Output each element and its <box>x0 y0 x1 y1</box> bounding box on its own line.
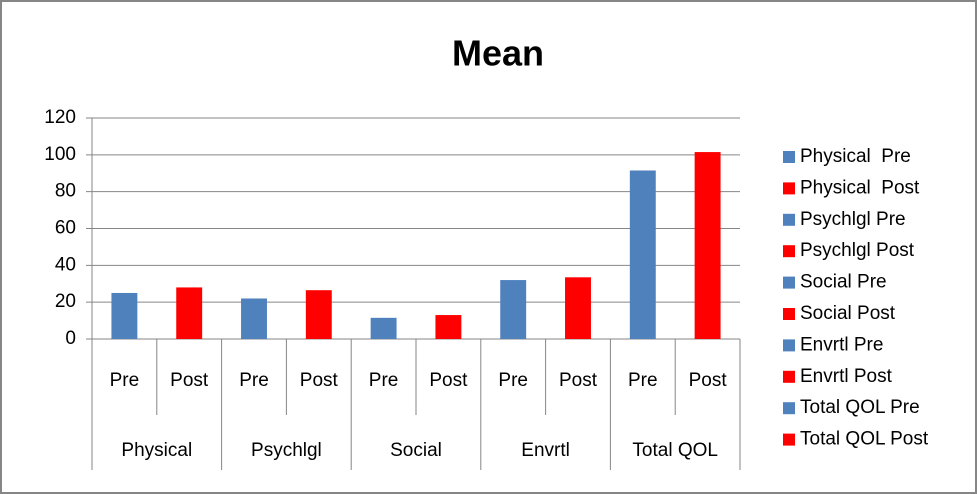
y-tick-label: 120 <box>44 107 76 128</box>
y-tick-label: 20 <box>55 291 76 312</box>
y-tick-label: 100 <box>44 144 76 165</box>
x-tick-label: Post <box>559 370 598 391</box>
legend-label: Envrtl Pre <box>800 334 883 355</box>
bar <box>176 287 203 339</box>
bar <box>370 317 397 339</box>
bar <box>111 292 138 339</box>
legend-label: Total QOL Post <box>800 429 929 450</box>
x-tick-label: Post <box>300 370 339 391</box>
x-tick-label: Pre <box>110 370 140 391</box>
bar <box>241 298 267 339</box>
x-tick-label: Pre <box>498 370 528 391</box>
group-label: Psychlgl <box>251 440 322 461</box>
x-tick-label: Post <box>689 370 728 391</box>
y-tick-label: 40 <box>55 254 76 275</box>
group-label: Total QOL <box>632 440 718 461</box>
legend-swatch <box>783 308 795 320</box>
bar <box>435 315 462 339</box>
x-tick-label: Post <box>429 370 468 391</box>
bar <box>305 290 332 339</box>
legend-swatch <box>783 276 795 289</box>
legend-swatch <box>783 370 795 383</box>
legend-swatch <box>783 245 795 258</box>
bar <box>694 152 721 339</box>
bar <box>500 280 527 339</box>
legend-swatch <box>783 151 795 163</box>
legend-label: Social Post <box>800 303 896 324</box>
legend-label: Psychlgl Post <box>800 240 915 261</box>
y-tick-label: 80 <box>55 181 76 202</box>
legend-label: Physical Pre <box>800 146 911 167</box>
legend-label: Envrtl Post <box>800 366 893 387</box>
chart-title: Mean <box>452 33 544 74</box>
bar <box>565 277 591 339</box>
legend-swatch <box>783 339 795 352</box>
legend-swatch <box>783 182 795 195</box>
group-label: Physical <box>121 440 192 461</box>
x-tick-label: Pre <box>628 370 658 391</box>
x-tick-label: Post <box>170 370 209 391</box>
y-tick-label: 0 <box>65 328 76 349</box>
y-tick-label: 60 <box>55 218 76 239</box>
legend-label: Psychlgl Pre <box>800 209 906 230</box>
legend-swatch <box>783 213 795 226</box>
legend-label: Total QOL Pre <box>800 397 920 418</box>
group-label: Social <box>390 440 442 461</box>
legend-label: Physical Post <box>800 177 920 198</box>
legend-label: Social Pre <box>800 272 887 293</box>
legend-swatch <box>783 433 795 446</box>
bar <box>629 170 656 339</box>
group-label: Envrtl <box>521 440 570 461</box>
x-tick-label: Pre <box>239 370 269 391</box>
x-tick-label: Pre <box>369 370 399 391</box>
legend-swatch <box>783 402 795 415</box>
